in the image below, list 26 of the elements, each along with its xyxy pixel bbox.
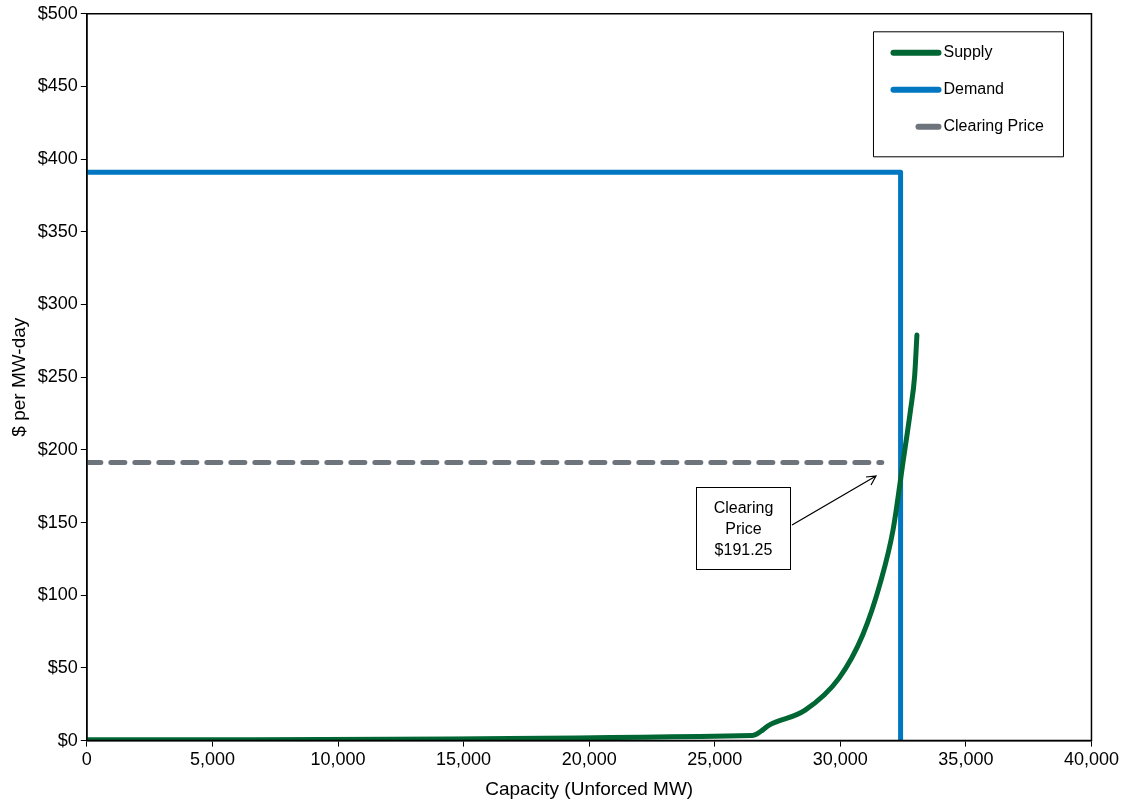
x-tick-label: 35,000 xyxy=(938,749,994,770)
y-tick-label: $450 xyxy=(37,75,78,96)
x-axis-title: Capacity (Unforced MW) xyxy=(485,777,694,799)
y-axis-title: $ per MW-day xyxy=(7,317,29,437)
y-tick-label: $200 xyxy=(37,438,78,459)
x-tick-label: 10,000 xyxy=(310,749,366,770)
x-tick-label: 25,000 xyxy=(687,749,743,770)
x-tick-label: 5,000 xyxy=(189,749,235,770)
x-tick-label: 40,000 xyxy=(1063,749,1119,770)
legend-label: Clearing Price xyxy=(943,117,1045,135)
y-tick-label: $250 xyxy=(37,366,78,387)
y-tick-label: $400 xyxy=(37,148,78,169)
y-tick-label: $100 xyxy=(37,584,78,605)
y-tick-label: $300 xyxy=(37,293,78,314)
y-tick-label: $0 xyxy=(57,729,78,750)
x-tick-label: 20,000 xyxy=(561,749,617,770)
y-tick-label: $50 xyxy=(47,656,78,677)
legend-label: Supply xyxy=(943,43,993,61)
annotation: Clearing Price $191.25 xyxy=(712,498,775,560)
x-tick-label: 15,000 xyxy=(436,749,492,770)
y-tick-label: $500 xyxy=(37,2,78,23)
x-tick-label: 30,000 xyxy=(812,749,868,770)
x-tick-label: 0 xyxy=(81,749,92,770)
y-tick-label: $350 xyxy=(37,220,78,241)
legend-label: Demand xyxy=(943,80,1004,98)
y-tick-label: $150 xyxy=(37,511,78,532)
